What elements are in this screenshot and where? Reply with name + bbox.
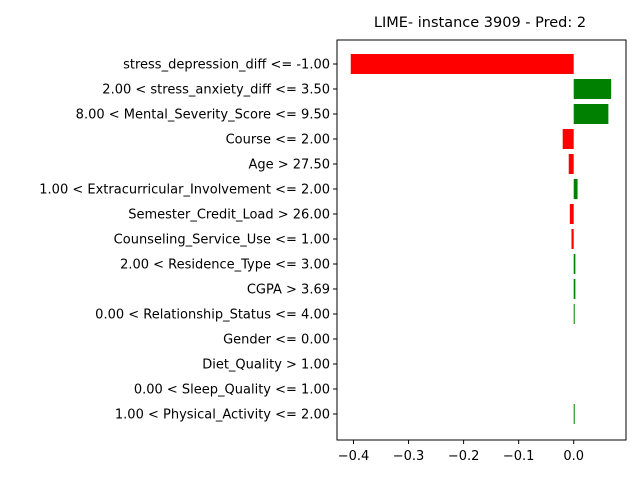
chart-title: LIME- instance 3909 - Pred: 2 [374,15,586,31]
y-tick-label-6: Semester_Credit_Load > 26.00 [128,208,330,223]
y-tick-label-12: Diet_Quality > 1.00 [202,358,330,373]
y-tick-label-11: Gender <= 0.00 [223,333,330,348]
y-tick-label-5: 1.00 < Extracurricular_Involvement <= 2.… [39,183,330,198]
x-axis: −0.4 −0.3 −0.2 −0.1 0.0 [338,440,584,464]
y-tick-label-9: CGPA > 3.69 [247,283,330,298]
y-tick-label-8: 2.00 < Residence_Type <= 3.00 [120,258,330,273]
y-tick-label-13: 0.00 < Sleep_Quality <= 1.00 [134,383,330,398]
bar-5 [573,179,578,199]
x-tick-label-3: −0.1 [503,449,535,464]
y-tick-label-2: 8.00 < Mental_Severity_Score <= 9.50 [76,108,330,123]
x-tick-label-1: −0.3 [393,449,425,464]
plot-frame [336,39,627,441]
bar-6 [569,204,574,224]
x-tick-label-4: 0.0 [563,449,584,464]
bar-2 [573,104,609,124]
y-tick-label-14: 1.00 < Physical_Activity <= 2.00 [115,408,330,423]
bar-7 [571,229,574,249]
x-tick-label-2: −0.2 [448,449,480,464]
bar-3 [562,129,574,149]
bar-0 [350,54,574,74]
bars-layer [350,54,612,424]
y-tick-label-4: Age > 27.50 [248,158,330,173]
bar-9 [573,279,576,299]
bar-10 [573,304,575,324]
bar-14 [573,404,575,424]
y-tick-label-10: 0.00 < Relationship_Status <= 4.00 [95,308,330,323]
bar-4 [568,154,574,174]
y-tick-label-3: Course <= 2.00 [226,133,330,148]
y-tick-label-7: Counseling_Service_Use <= 1.00 [114,233,330,248]
bar-8 [573,254,576,274]
x-tick-label-0: −0.4 [338,449,370,464]
y-tick-label-0: stress_depression_diff <= -1.00 [123,58,330,73]
y-tick-labels: stress_depression_diff <= -1.00 2.00 < st… [39,58,337,423]
bar-1 [573,79,612,99]
y-tick-label-1: 2.00 < stress_anxiety_diff <= 3.50 [102,83,330,98]
